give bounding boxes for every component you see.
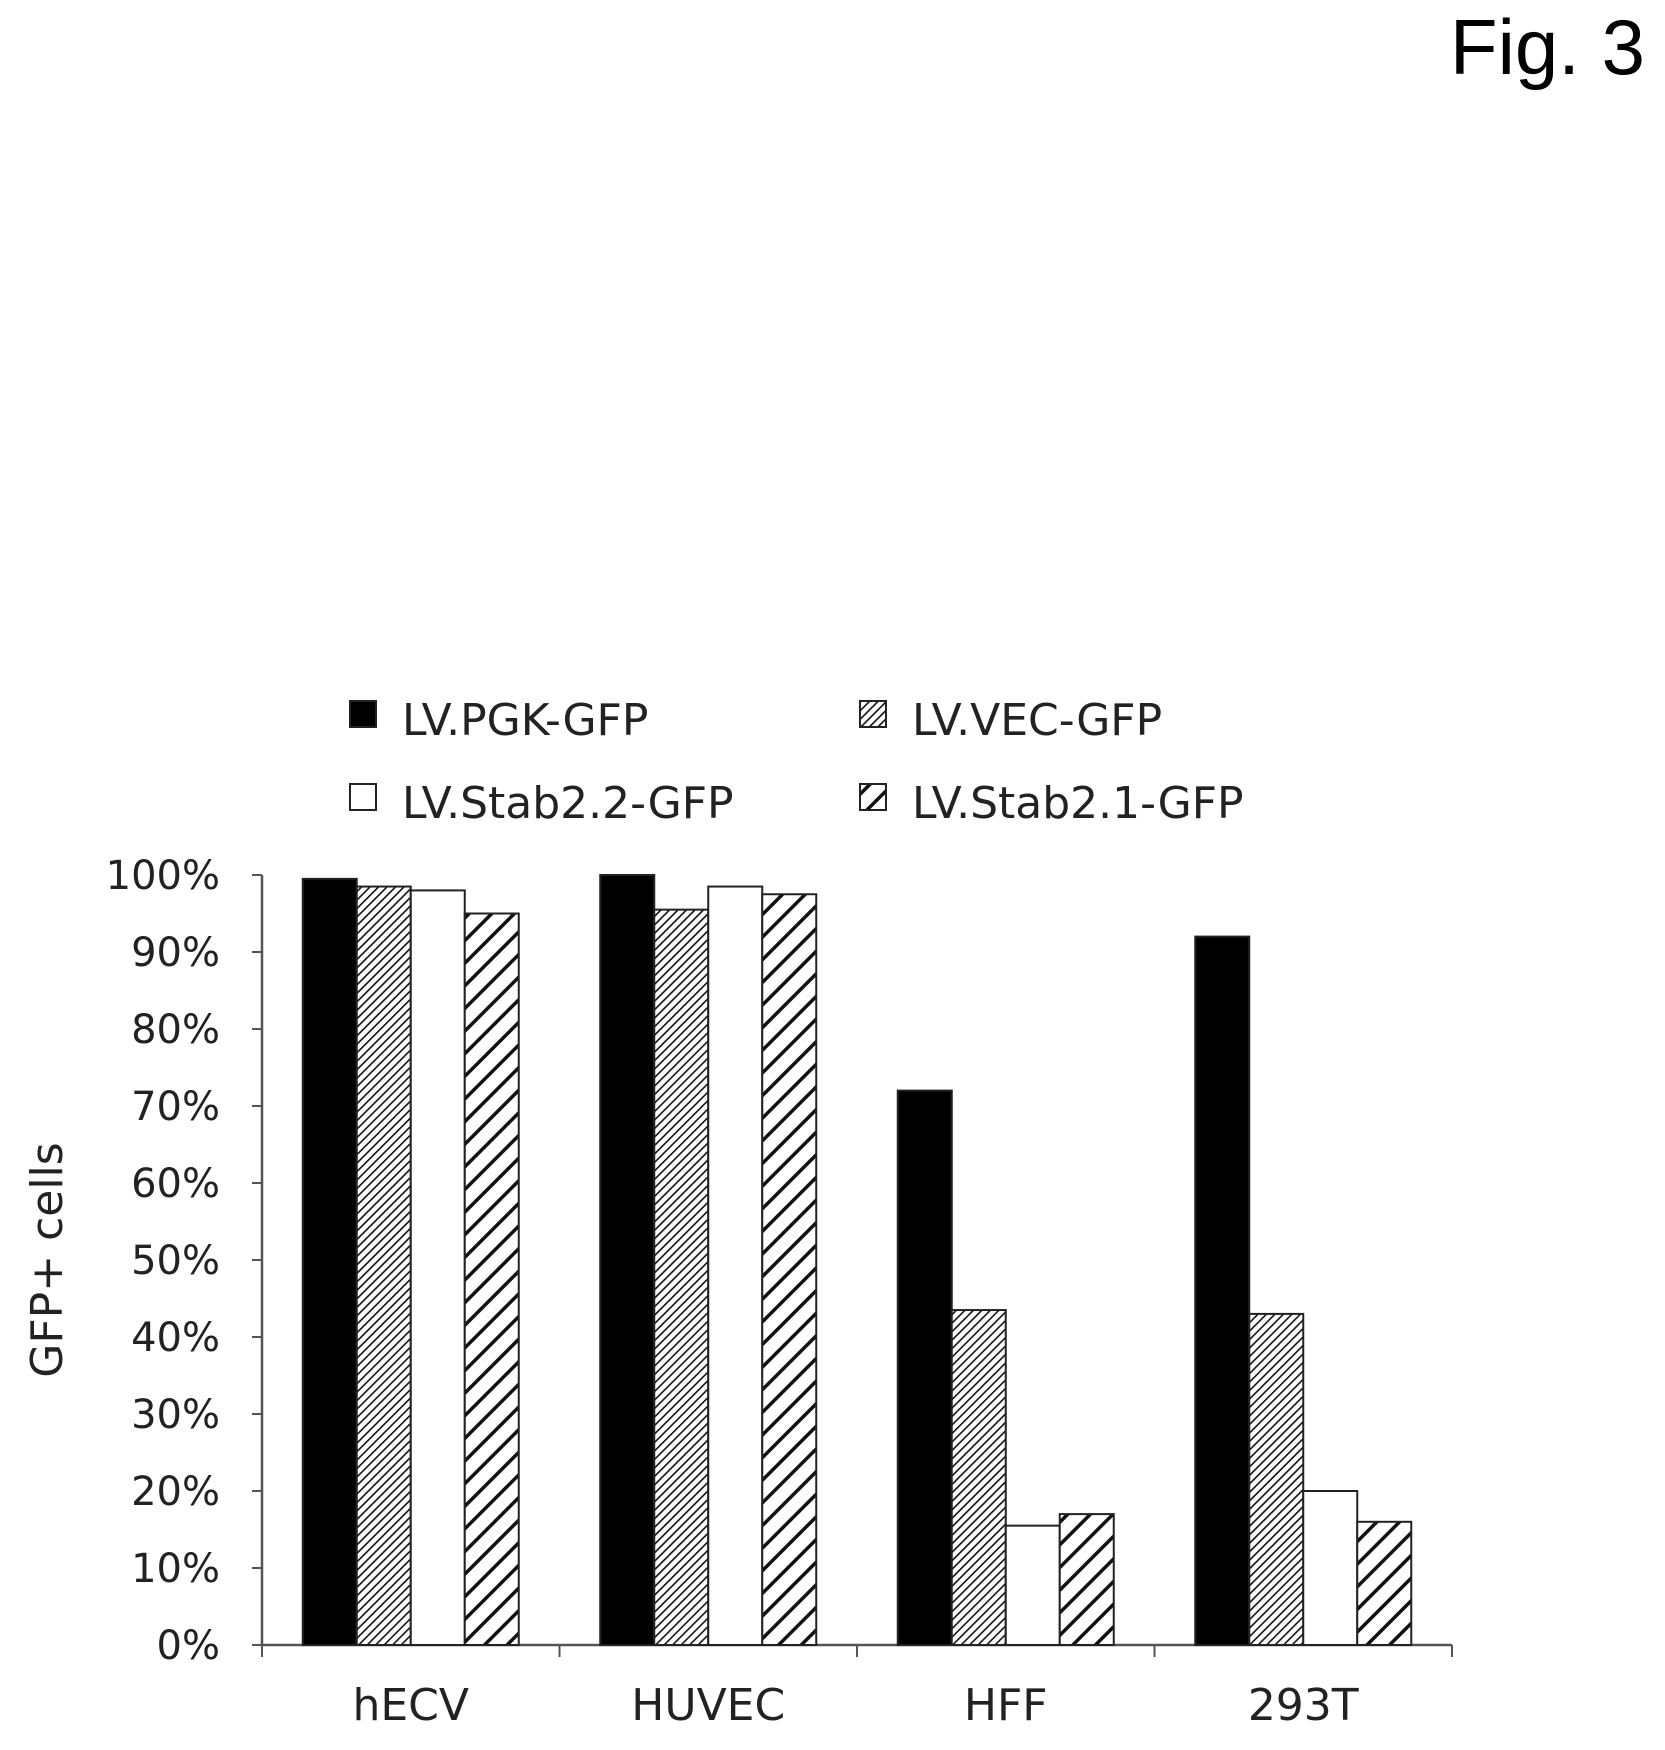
legend-label: LV.Stab2.2-GFP [402, 778, 734, 829]
legend-label: LV.PGK-GFP [402, 695, 648, 746]
bar [653, 908, 710, 1646]
axes: 0% 10% 20% 30% 40% 50% 60% 70% 80% 90% 100% GFP+ ce… [22, 853, 1453, 1731]
y-tick-label: 40% [131, 1315, 220, 1361]
x-category-label: 293T [1248, 1680, 1359, 1731]
bar [355, 885, 412, 1646]
y-tick-label: 10% [131, 1546, 220, 1592]
bar [896, 1089, 953, 1646]
bar [301, 877, 358, 1646]
legend: LV.PGK-GFP LV.VEC-GFP LV.Stab2.2-GFP LV.Sta… [349, 695, 1244, 829]
legend-swatch [859, 783, 887, 811]
figure-label: Fig. 3 [1449, 3, 1645, 91]
bar [599, 874, 656, 1646]
bar [950, 1309, 1007, 1647]
y-tick-label: 50% [131, 1238, 220, 1284]
legend-swatch [349, 783, 377, 811]
y-tick-label: 100% [106, 853, 220, 899]
legend-label: LV.VEC-GFP [912, 695, 1162, 746]
x-category-label: HFF [964, 1680, 1048, 1731]
y-tick-label: 70% [131, 1084, 220, 1130]
y-axis-label: GFP+ cells [22, 1142, 73, 1377]
bar [463, 912, 520, 1646]
legend-label: LV.Stab2.1-GFP [912, 778, 1244, 829]
bars [301, 874, 1413, 1647]
bar [1356, 1520, 1413, 1647]
legend-swatch [349, 700, 377, 728]
x-category-label: hECV [352, 1680, 469, 1731]
bar [409, 889, 466, 1646]
y-tick-label: 80% [131, 1007, 220, 1053]
y-tick-label: 60% [131, 1161, 220, 1207]
y-tick-label: 30% [131, 1392, 220, 1438]
bar [1194, 935, 1251, 1646]
legend-swatch [859, 700, 887, 728]
bar [1248, 1312, 1305, 1647]
bar [1004, 1524, 1061, 1647]
y-tick-label: 90% [131, 930, 220, 976]
bar [1058, 1513, 1115, 1646]
bar [1302, 1490, 1359, 1646]
y-tick-label: 0% [157, 1623, 220, 1669]
bar [707, 885, 764, 1646]
y-tick-label: 20% [131, 1469, 220, 1515]
x-category-label: HUVEC [631, 1680, 785, 1731]
bar [761, 893, 818, 1646]
